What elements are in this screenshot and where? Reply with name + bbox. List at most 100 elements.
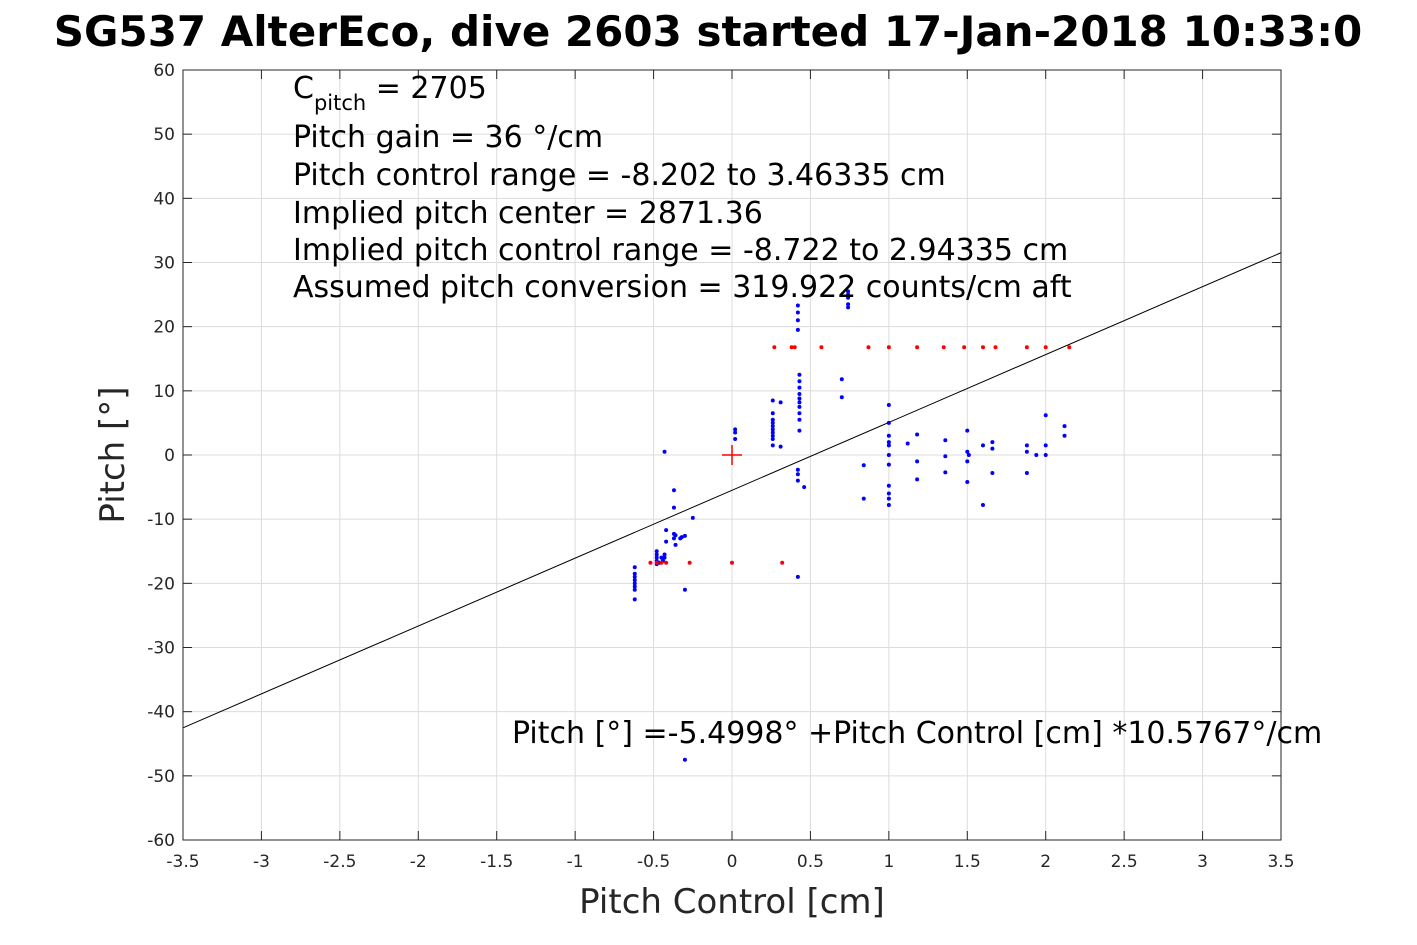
annotation-gain: Pitch gain = 36 °/cm — [293, 120, 603, 155]
scatter-point — [886, 453, 891, 457]
x-tick-label: 2.5 — [1111, 852, 1138, 872]
y-axis-label: Pitch [°] — [93, 386, 133, 523]
scatter-point — [682, 587, 687, 592]
scatter-point — [671, 505, 676, 510]
scatter-point — [659, 560, 664, 565]
scatter-point — [1062, 433, 1067, 438]
scatter-point — [654, 560, 659, 565]
scatter-point — [797, 404, 802, 409]
data-points — [632, 289, 1072, 762]
cpitch-base: C — [293, 71, 314, 106]
scatter-point — [632, 571, 637, 576]
scatter-point — [846, 289, 851, 294]
scatter-point — [866, 345, 871, 350]
scatter-point — [990, 446, 995, 451]
scatter-point — [682, 533, 687, 538]
scatter-point — [662, 449, 667, 454]
scatter-point — [795, 303, 800, 308]
x-tick-label: -1.5 — [480, 852, 513, 872]
scatter-point — [797, 392, 802, 397]
scatter-point — [886, 491, 891, 496]
scatter-point — [980, 503, 985, 508]
scatter-point — [915, 477, 920, 482]
scatter-point — [819, 345, 824, 350]
scatter-point — [654, 552, 659, 557]
scatter-point — [789, 345, 794, 350]
scatter-point — [886, 433, 891, 438]
scatter-point — [770, 436, 775, 441]
annotation-conversion: Assumed pitch conversion = 319.922 count… — [293, 270, 1072, 305]
scatter-point — [886, 402, 891, 407]
annotation-range: Pitch control range = -8.202 to 3.46335 … — [293, 158, 946, 193]
scatter-point — [886, 345, 891, 350]
scatter-point — [733, 430, 738, 435]
scatter-point — [886, 420, 891, 425]
scatter-point — [993, 345, 998, 350]
scatter-point — [797, 400, 802, 405]
scatter-point — [770, 443, 775, 448]
scatter-point — [915, 459, 920, 464]
annotation-cpitch: Cpitch = 2705 — [293, 71, 487, 115]
center-marker — [722, 445, 742, 465]
scatter-point — [772, 345, 777, 350]
x-tick-label: -3 — [253, 852, 270, 872]
scatter-point — [965, 428, 970, 433]
scatter-point — [780, 560, 785, 565]
scatter-point — [966, 453, 971, 457]
x-tick-label: 2 — [1040, 852, 1051, 872]
scatter-point — [632, 587, 637, 592]
chart-title: SG537 AlterEco, dive 2603 started 17-Jan… — [54, 7, 1362, 56]
scatter-point — [659, 555, 664, 560]
scatter-point — [980, 443, 985, 448]
scatter-point — [1024, 345, 1029, 350]
y-tick-label: -40 — [147, 703, 175, 723]
scatter-point — [846, 295, 851, 300]
scatter-point — [990, 470, 995, 475]
annotation-center: Implied pitch center = 2871.36 — [293, 196, 763, 231]
scatter-point — [797, 428, 802, 433]
x-tick-label: 3 — [1197, 852, 1208, 872]
cpitch-subscript: pitch — [314, 91, 366, 115]
scatter-point — [654, 555, 659, 560]
scatter-point — [1043, 345, 1048, 350]
scatter-point — [943, 470, 948, 475]
x-tick-label: -0.5 — [637, 852, 670, 872]
annotation-implied-range: Implied pitch control range = -8.722 to … — [293, 233, 1068, 268]
scatter-point — [795, 318, 800, 323]
x-tick-labels: -3.5 -3 -2.5 -2 -1.5 -1 -0.5 0 0.5 1 1.5 2 2.5 3 3.5 — [166, 852, 1294, 872]
scatter-point — [846, 305, 851, 310]
scatter-point — [1062, 424, 1067, 429]
y-tick-label: -10 — [147, 510, 175, 530]
scatter-point — [980, 345, 985, 350]
annotation-fit-equation: Pitch [°] =-5.4998° +Pitch Control [cm] … — [512, 716, 1322, 751]
scatter-point — [664, 528, 669, 533]
cpitch-value: = 2705 — [366, 71, 487, 106]
scatter-point — [886, 440, 891, 445]
fit-line — [182, 252, 1282, 729]
scatter-point — [965, 449, 970, 454]
y-tick-label: 30 — [153, 254, 175, 274]
scatter-point — [1067, 345, 1072, 350]
scatter-point — [730, 560, 734, 565]
y-tick-label: 10 — [153, 382, 175, 402]
scatter-point — [795, 327, 800, 332]
scatter-point — [839, 395, 844, 400]
x-tick-label: 0.5 — [797, 852, 824, 872]
scatter-point — [770, 433, 775, 438]
scatter-point — [797, 385, 802, 390]
x-axis-label: Pitch Control [cm] — [579, 882, 885, 922]
scatter-point — [797, 396, 802, 401]
scatter-point — [664, 539, 669, 544]
scatter-point — [797, 379, 802, 384]
scatter-point — [770, 417, 775, 422]
scatter-point — [886, 462, 891, 467]
scatter-point — [1043, 453, 1048, 457]
scatter-point — [886, 503, 891, 508]
x-tick-label: 3.5 — [1267, 852, 1294, 872]
y-tick-label: 0 — [164, 446, 175, 466]
scatter-point — [795, 310, 800, 315]
scatter-point — [632, 574, 637, 579]
y-tick-label: 60 — [153, 61, 175, 81]
scatter-point — [1034, 453, 1039, 457]
scatter-point — [671, 536, 676, 541]
